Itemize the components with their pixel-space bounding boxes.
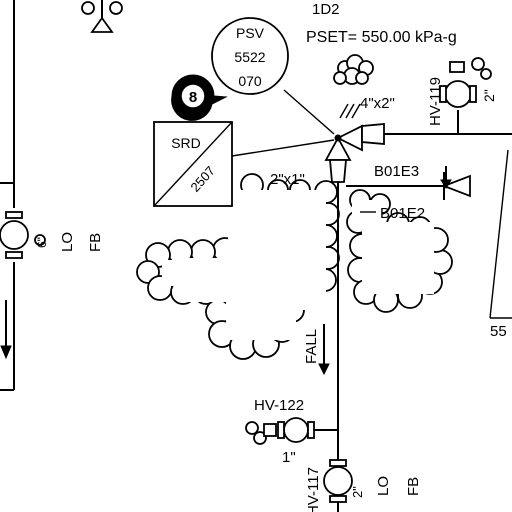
leader-lines (231, 89, 361, 157)
hv122-size: 1" (282, 449, 296, 466)
valve-hv119-icon[interactable] (439, 57, 492, 108)
psv-number-label: 5522 (234, 49, 265, 65)
pset-label: PSET= 550.00 kPa-g (306, 29, 457, 46)
fall-label: FALL (303, 329, 320, 364)
valve-hv117-icon[interactable] (323, 459, 353, 503)
b01e2-label: B01E2 (380, 205, 425, 222)
top-partial-tag: 1D2 (312, 1, 340, 18)
hv117-tag: HV-117 (305, 467, 322, 512)
hv117-size: 2" (350, 486, 365, 498)
valve-left-icon[interactable] (0, 211, 46, 259)
bottom-lo-label: LO (375, 476, 392, 496)
right-partial-label: 55 (490, 323, 507, 340)
note-marker-number: 8 (189, 89, 197, 106)
labels: 1D2 PSET= 550.00 kPa-g 4"x2" 2"x1" B01E3… (35, 1, 507, 512)
srd-label: SRD (171, 135, 201, 151)
top-instrument-icon (81, 1, 123, 33)
valve-hv122-icon[interactable] (245, 417, 315, 445)
left-valve-size: 6" (35, 237, 49, 248)
revision-cloud-main (136, 173, 340, 360)
reducer-2x1-icon (329, 159, 347, 183)
hv122-tag: HV-122 (254, 397, 304, 414)
reducer-lower-label: 2"x1" (270, 171, 305, 188)
psv-type-label: PSV (236, 25, 265, 41)
flow-arrow-down-icon (440, 166, 452, 189)
reducer-4x2-icon (361, 123, 385, 145)
hv119-tag: HV-119 (427, 77, 444, 126)
left-flow-arrow-icon (0, 300, 12, 360)
note-marker-8[interactable]: 8 (171, 74, 228, 121)
psv-instrument-balloon[interactable]: PSV 5522 070 (211, 17, 289, 95)
left-fb-label: FB (87, 233, 104, 252)
reducer-upper-label: 4"x2" (360, 95, 395, 112)
psv-suffix-label: 070 (238, 73, 262, 89)
srd-box[interactable]: SRD 2507 (153, 121, 233, 207)
valve-b01e3-icon[interactable] (441, 172, 471, 200)
revision-cloud-right (346, 189, 453, 313)
hv119-size: 2" (481, 89, 497, 102)
fall-arrow-icon (318, 324, 330, 376)
bottom-fb-label: FB (405, 477, 422, 496)
b01e3-label: B01E3 (374, 163, 419, 180)
revision-cloud-top (333, 54, 374, 85)
left-lo-label: LO (59, 232, 76, 252)
